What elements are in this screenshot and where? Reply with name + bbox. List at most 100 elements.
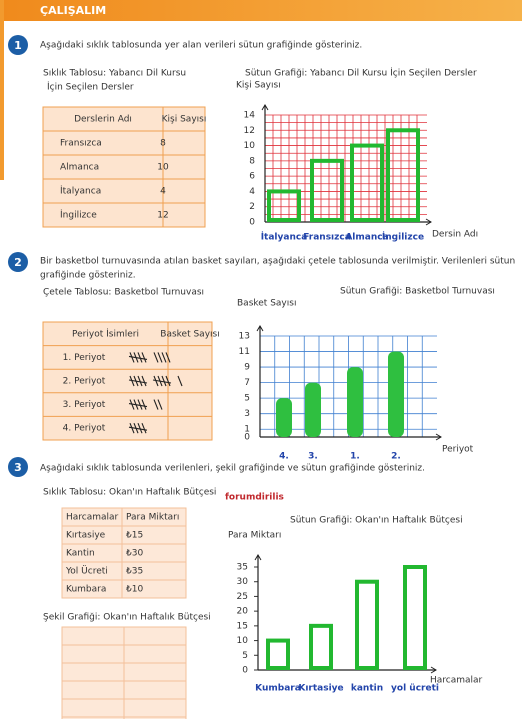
- tally-stroke: [157, 399, 163, 410]
- table-header: Basket Sayısı: [160, 329, 219, 339]
- table-cell: ₺35: [126, 567, 143, 577]
- tally: [128, 399, 163, 410]
- table-cell: 12: [157, 211, 168, 221]
- axis-arrow: [254, 554, 262, 561]
- tally-stroke: [137, 422, 143, 434]
- tally-stroke: [128, 355, 148, 360]
- x-tick-label: 1.: [350, 452, 360, 462]
- y-tick-label: 4: [249, 187, 255, 197]
- bar: [388, 351, 404, 437]
- y-tick-label: 15: [237, 621, 248, 631]
- header-title: ÇALIŞALIM: [40, 4, 106, 17]
- y-axis-label: Basket Sayısı: [237, 299, 296, 309]
- shape-chart-title: Şekil Grafiği: Okan'ın Haftalık Bütçesi: [43, 613, 211, 623]
- side-strip: [0, 0, 4, 180]
- axis-arrow: [430, 666, 437, 674]
- tally-stroke: [128, 426, 148, 431]
- chart-title: Sütun Grafiği: Okan'ın Haftalık Bütçesi: [290, 516, 463, 526]
- x-tick-label: İngilizce: [382, 232, 424, 243]
- exercise-badge: [8, 457, 28, 477]
- bar: [403, 565, 427, 670]
- tally-stroke: [128, 403, 148, 408]
- table-cell: Almanca: [60, 163, 99, 173]
- y-tick-label: 14: [244, 111, 256, 121]
- y-tick-label: 20: [237, 607, 249, 617]
- x-tick-label: Kırtasiye: [298, 684, 343, 694]
- table-bg: [42, 106, 206, 228]
- table-title: Sıklık Tablosu: Yabancı Dil Kursu: [43, 69, 186, 79]
- y-tick-label: 2: [249, 202, 255, 212]
- tally-stroke: [165, 352, 171, 363]
- x-tick-label: 3.: [308, 452, 318, 462]
- tally-stroke: [141, 352, 147, 363]
- axis-arrow: [425, 218, 432, 226]
- chart-title: Sütun Grafiği: Basketbol Turnuvası: [340, 287, 495, 297]
- table-cell: ₺10: [126, 585, 143, 595]
- table-bg: [61, 507, 187, 599]
- bar: [386, 128, 420, 223]
- table-cell: İtalyanca: [60, 186, 101, 197]
- bar: [347, 367, 363, 437]
- table-header: Harcamalar: [66, 513, 119, 523]
- watermark: forumdirilis: [225, 493, 284, 503]
- tally-stroke: [161, 352, 167, 363]
- table-cell: Yol Ücreti: [65, 566, 108, 577]
- tally-stroke: [153, 352, 159, 363]
- x-axis-label: Dersin Adı: [432, 230, 478, 240]
- tally-stroke: [152, 379, 172, 384]
- table-cell: 2. Periyot: [63, 377, 106, 387]
- table-cell: 1. Periyot: [63, 353, 106, 363]
- tally-stroke: [137, 375, 143, 387]
- x-tick-label: Fransızca: [303, 233, 351, 243]
- tally-stroke: [165, 375, 171, 387]
- y-tick-label: 5: [242, 651, 248, 661]
- y-tick-label: 7: [244, 378, 250, 388]
- table-cell: Kantin: [66, 549, 95, 559]
- table-cell: Kumbara: [66, 585, 106, 595]
- tally-stroke: [137, 399, 143, 410]
- table-header: Derslerin Adı: [74, 115, 132, 125]
- tally-stroke: [141, 375, 147, 387]
- bar: [305, 382, 321, 437]
- x-tick-label: Almanca: [345, 233, 388, 243]
- x-axis-label: Harcamalar: [430, 676, 483, 686]
- table-title: Çetele Tablosu: Basketbol Turnuvası: [43, 288, 204, 298]
- tally-stroke: [128, 379, 148, 384]
- y-tick-label: 11: [239, 347, 250, 357]
- bar: [266, 638, 290, 670]
- table-title: Sıklık Tablosu: Okan'ın Haftalık Bütçesi: [43, 488, 216, 498]
- y-tick-label: 25: [237, 592, 248, 602]
- y-tick-label: 3: [244, 409, 250, 419]
- y-tick-label: 12: [244, 126, 255, 136]
- instruction: Aşağıdaki sıklık tablosunda verilenleri,…: [40, 464, 425, 474]
- exercise-number: 2: [14, 256, 22, 269]
- exercise-badge: [8, 252, 28, 272]
- y-axis-label: Para Miktarı: [228, 531, 281, 541]
- axis-arrow: [256, 325, 264, 332]
- exercise-badge: [8, 35, 28, 55]
- x-tick-label: 2.: [391, 452, 401, 462]
- bar: [350, 143, 384, 222]
- table-cell: 4: [160, 187, 166, 197]
- tally-stroke: [141, 399, 147, 410]
- x-tick-label: Kumbara: [255, 684, 301, 694]
- table-header: Periyot İsimleri: [72, 328, 139, 339]
- y-tick-label: 1: [244, 425, 250, 435]
- y-tick-label: 10: [244, 141, 256, 151]
- bar: [310, 158, 344, 223]
- y-tick-label: 0: [242, 666, 248, 676]
- tally: [128, 375, 183, 387]
- table-cell: 10: [157, 163, 169, 173]
- tally: [128, 422, 148, 434]
- y-tick-label: 0: [244, 433, 250, 443]
- tally-stroke: [141, 422, 147, 434]
- table-cell: 8: [160, 139, 166, 149]
- exercise-number: 3: [14, 461, 22, 474]
- tally-stroke: [137, 352, 143, 363]
- y-tick-label: 9: [244, 363, 250, 373]
- table-cell: 4. Periyot: [63, 424, 106, 434]
- bar: [309, 623, 333, 670]
- bar: [276, 398, 292, 437]
- table-cell: ₺15: [126, 531, 143, 541]
